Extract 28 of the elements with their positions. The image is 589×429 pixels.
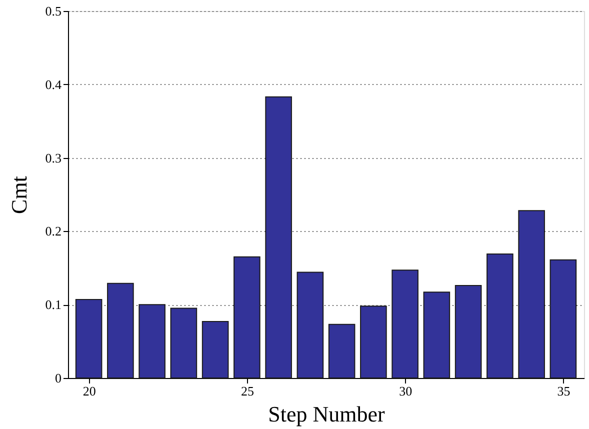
bar bbox=[518, 210, 545, 378]
bar bbox=[486, 253, 514, 378]
bar bbox=[360, 306, 387, 378]
x-tick-label: 20 bbox=[82, 384, 96, 398]
x-tick-label: 25 bbox=[240, 384, 254, 398]
y-axis-title: Cmt bbox=[6, 176, 32, 214]
bar bbox=[296, 272, 324, 378]
bar bbox=[202, 320, 229, 378]
bar bbox=[328, 324, 356, 378]
y-tick-label: 0.2 bbox=[45, 224, 62, 239]
bar bbox=[454, 285, 482, 378]
y-tick-label: 0.3 bbox=[45, 150, 62, 166]
bar bbox=[234, 256, 260, 378]
bar bbox=[107, 282, 134, 378]
bar bbox=[75, 298, 102, 378]
y-tick-label: 0.4 bbox=[45, 76, 62, 92]
bar bbox=[423, 292, 450, 378]
bar bbox=[265, 96, 292, 378]
y-tick-label: 0.5 bbox=[45, 4, 62, 18]
bar bbox=[392, 270, 418, 378]
x-tick-label: 35 bbox=[557, 384, 570, 398]
y-tick-label: 0.1 bbox=[45, 297, 62, 312]
bar bbox=[170, 308, 198, 378]
bar bbox=[550, 259, 577, 378]
y-tick-label: 0 bbox=[55, 370, 62, 386]
bar bbox=[138, 304, 166, 378]
x-axis-title: Step Number bbox=[268, 402, 386, 426]
x-tick-label: 30 bbox=[399, 384, 412, 398]
